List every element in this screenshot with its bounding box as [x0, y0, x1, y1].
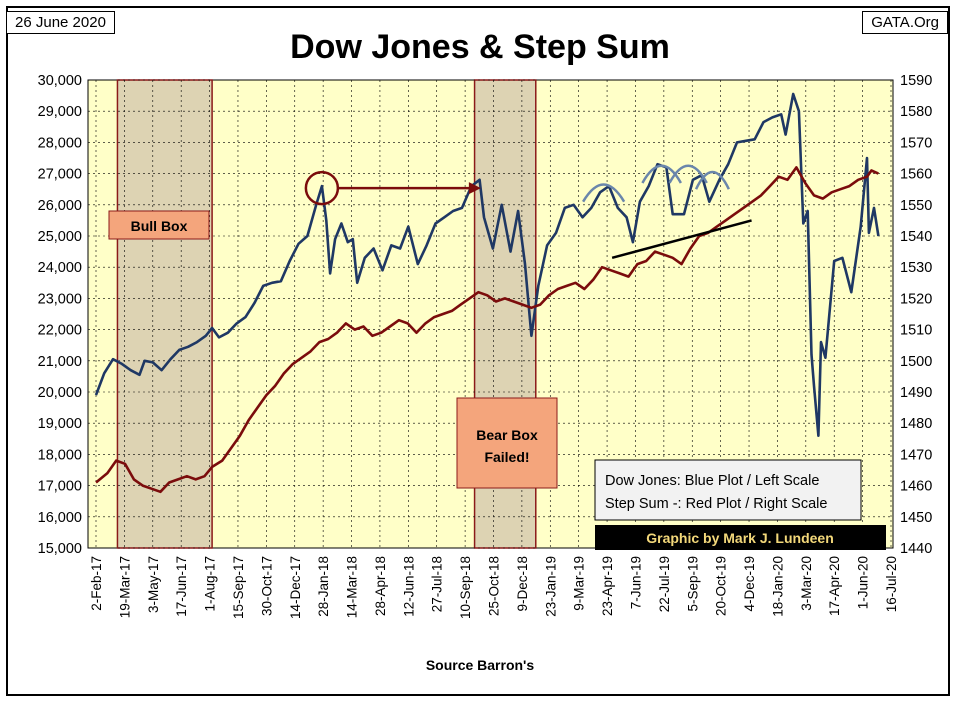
x-tick-label: 25-Oct-18	[487, 556, 502, 616]
credit-bar	[595, 525, 886, 550]
bull-box-label: Bull Box	[131, 218, 188, 234]
chart-title: Dow Jones & Step Sum	[290, 28, 670, 66]
x-tick-label: 10-Sep-18	[458, 556, 473, 619]
x-tick-label: 28-Apr-18	[373, 556, 388, 616]
series-line-dow-jones	[94, 92, 880, 437]
left-tick-label: 22,000	[38, 323, 82, 339]
x-tick-label: 22-Jul-19	[657, 556, 672, 612]
x-tick-label: 17-Jun-17	[174, 556, 189, 617]
date-label: 26 June 2020	[6, 11, 115, 34]
x-tick-label: 1-Aug-17	[203, 556, 218, 612]
annotation-arc-4	[694, 170, 730, 190]
x-tick-label: 30-Oct-17	[259, 556, 274, 616]
right-tick-label: 1540	[900, 229, 932, 245]
right-tick-label: 1570	[900, 135, 932, 151]
left-tick-label: 19,000	[38, 416, 82, 432]
left-tick-label: 17,000	[38, 479, 82, 495]
x-tick-label: 5-Sep-19	[685, 556, 700, 612]
legend-line-1: Dow Jones: Blue Plot / Left Scale	[605, 473, 819, 489]
right-tick-label: 1520	[900, 291, 932, 307]
x-tick-label: 20-Oct-19	[714, 556, 729, 616]
legend-box	[594, 459, 862, 521]
x-tick-label: 23-Jan-19	[543, 556, 558, 617]
right-tick-label: 1490	[900, 385, 932, 401]
right-tick-label: 1440	[900, 541, 932, 557]
x-tick-label: 23-Apr-19	[600, 556, 615, 616]
bear-box-label: Bear Box Failed!	[476, 427, 538, 465]
right-tick-label: 1470	[900, 447, 932, 463]
x-tick-label: 12-Jun-18	[401, 556, 416, 617]
annotation-arc-2	[641, 164, 682, 184]
x-tick-label: 19-Mar-17	[117, 556, 132, 618]
x-tick-label: 14-Dec-17	[288, 556, 303, 619]
x-tick-label: 4-Dec-19	[742, 556, 757, 612]
x-tick-label: 17-Apr-20	[827, 556, 842, 616]
left-tick-label: 28,000	[38, 135, 82, 151]
left-tick-label: 27,000	[38, 167, 82, 183]
left-tick-label: 18,000	[38, 447, 82, 463]
x-tick-label: 15-Sep-17	[231, 556, 246, 619]
left-tick-label: 16,000	[38, 510, 82, 526]
right-tick-label: 1480	[900, 416, 932, 432]
x-axis-label: Source Barron's	[426, 657, 535, 673]
left-tick-label: 20,000	[38, 385, 82, 401]
x-tick-label: 28-Jan-18	[316, 556, 331, 617]
trendline	[611, 219, 752, 260]
credit-label: Graphic by Mark J. Lundeen	[646, 530, 834, 546]
right-tick-label: 1500	[900, 354, 932, 370]
x-tick-label: 3-Mar-20	[799, 556, 814, 611]
x-tick-label: 1-Jun-20	[856, 556, 871, 609]
bear-box-label-bg	[456, 397, 558, 489]
right-tick-label: 1510	[900, 323, 932, 339]
source-site-label: GATA.Org	[862, 11, 948, 34]
x-tick-label: 18-Jan-20	[770, 556, 785, 617]
x-tick-label: 7-Jun-19	[628, 556, 643, 609]
left-tick-label: 15,000	[38, 541, 82, 557]
legend-line-2: Step Sum -: Red Plot / Right Scale	[605, 496, 827, 512]
right-tick-label: 1550	[900, 198, 932, 214]
x-tick-label: 27-Jul-18	[430, 556, 445, 612]
right-tick-label: 1590	[900, 73, 932, 89]
bear-box-label-line1: Bear Box	[476, 427, 538, 443]
x-tick-label: 9-Mar-19	[572, 556, 587, 611]
right-tick-label: 1530	[900, 260, 932, 276]
x-tick-label: 9-Dec-18	[515, 556, 530, 612]
x-tick-label: 3-May-17	[146, 556, 161, 613]
left-tick-label: 21,000	[38, 354, 82, 370]
left-tick-label: 26,000	[38, 198, 82, 214]
left-tick-label: 23,000	[38, 291, 82, 307]
right-tick-label: 1580	[900, 104, 932, 120]
right-tick-label: 1450	[900, 510, 932, 526]
series-line-step-sum	[95, 166, 879, 494]
right-tick-label: 1560	[900, 167, 932, 183]
left-tick-label: 24,000	[38, 260, 82, 276]
left-tick-label: 29,000	[38, 104, 82, 120]
right-tick-label: 1460	[900, 479, 932, 495]
annotation-arrow-head	[468, 182, 481, 195]
x-tick-label: 14-Mar-18	[345, 556, 360, 618]
x-tick-label: 16-Jul-20	[884, 556, 899, 612]
bear-box-label-line2: Failed!	[484, 449, 529, 465]
bull-box-label-bg	[108, 210, 210, 240]
annotation-arc-1	[582, 183, 626, 203]
x-tick-label: 2-Feb-17	[89, 556, 104, 611]
left-tick-label: 30,000	[38, 73, 82, 89]
shaded-box-1	[116, 79, 213, 549]
left-tick-label: 25,000	[38, 229, 82, 245]
